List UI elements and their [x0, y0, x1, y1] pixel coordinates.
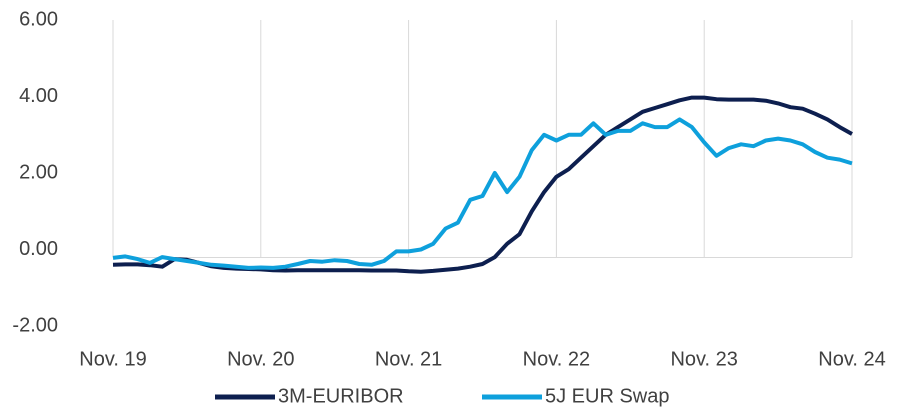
series-line [112, 95, 853, 274]
y-tick-label: 2.00 [19, 161, 58, 183]
legend-label: 3M-EURIBOR [278, 385, 404, 407]
x-tick-label: Nov. 23 [670, 348, 737, 370]
y-tick-label: -2.00 [12, 314, 58, 336]
x-tick-label: Nov. 19 [79, 348, 146, 370]
y-tick-label: 4.00 [19, 85, 58, 107]
y-tick-label: 6.00 [19, 8, 58, 30]
x-tick-label: Nov. 21 [375, 348, 442, 370]
x-tick-label: Nov. 24 [818, 348, 885, 370]
legend-label: 5J EUR Swap [545, 385, 670, 407]
x-tick-label: Nov. 22 [523, 348, 590, 370]
x-tick-label: Nov. 20 [227, 348, 294, 370]
series-line [112, 117, 853, 270]
y-tick-label: 0.00 [19, 238, 58, 260]
